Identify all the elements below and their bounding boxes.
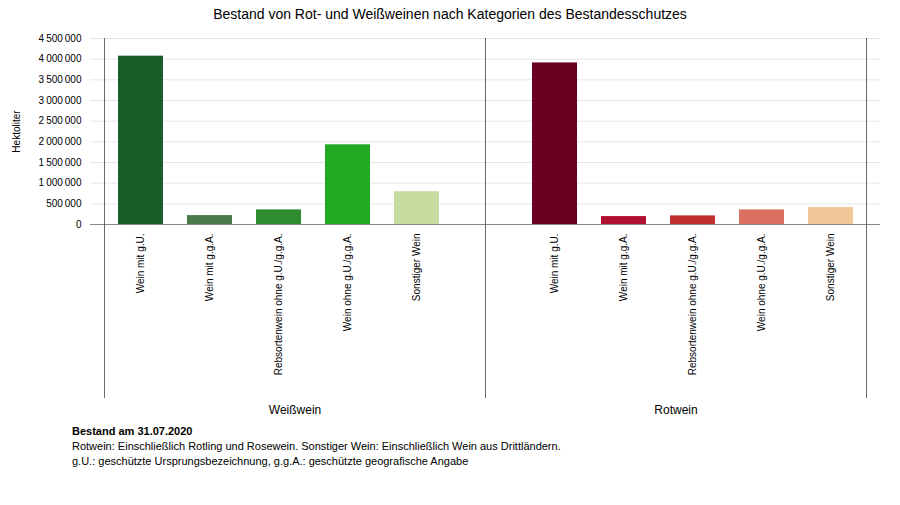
svg-text:Rotwein: Rotwein	[654, 403, 697, 417]
svg-text:Wein mit g.U.: Wein mit g.U.	[549, 234, 560, 294]
html-text:Rotwein: Einschließlich Rotlin: Rotwein: Einschließlich Rotling und Rose…	[72, 440, 561, 452]
svg-text:Wein mit g.g.A.: Wein mit g.g.A.	[618, 234, 629, 302]
svg-text:Wein ohne g.U./g.g.A.: Wein ohne g.U./g.g.A.	[756, 234, 767, 332]
html-text:Bestand am 31.07.2020: Bestand am 31.07.2020	[72, 425, 193, 437]
svg-text:3 500 000: 3 500 000	[39, 74, 82, 85]
svg-text:500 000: 500 000	[46, 198, 82, 209]
svg-text:Rebsortenwein ohne g.U./g.g.A.: Rebsortenwein ohne g.U./g.g.A.	[273, 234, 284, 376]
svg-text:Sonstiger Wein: Sonstiger Wein	[825, 234, 836, 302]
svg-text:Weißwein: Weißwein	[269, 403, 321, 417]
svg-text:1 500 000: 1 500 000	[39, 157, 82, 168]
svg-text:1 000 000: 1 000 000	[39, 177, 82, 188]
svg-text:Hektoliter: Hektoliter	[11, 110, 22, 153]
svg-text:Rebsortenwein ohne g.U./g.g.A.: Rebsortenwein ohne g.U./g.g.A.	[687, 234, 698, 376]
svg-text:2 500 000: 2 500 000	[39, 115, 82, 126]
html-text:Bestand von Rot- und Weißweine: Bestand von Rot- und Weißweinen nach Kat…	[213, 6, 687, 22]
svg-text:Wein mit g.U.: Wein mit g.U.	[135, 234, 146, 294]
svg-text:2 000 000: 2 000 000	[39, 136, 82, 147]
svg-text:Wein ohne g.U./g.g.A.: Wein ohne g.U./g.g.A.	[342, 234, 353, 332]
svg-text:0: 0	[76, 219, 82, 230]
svg-text:4 500 000: 4 500 000	[39, 33, 82, 44]
svg-text:3 000 000: 3 000 000	[39, 95, 82, 106]
svg-text:Sonstiger Wein: Sonstiger Wein	[411, 234, 422, 302]
html-text:g.U.: geschützte Ursprungsbeze: g.U.: geschützte Ursprungsbezeichnung, g…	[72, 455, 469, 467]
svg-text:Wein mit g.g.A.: Wein mit g.g.A.	[204, 234, 215, 302]
svg-text:4 000 000: 4 000 000	[39, 53, 82, 64]
